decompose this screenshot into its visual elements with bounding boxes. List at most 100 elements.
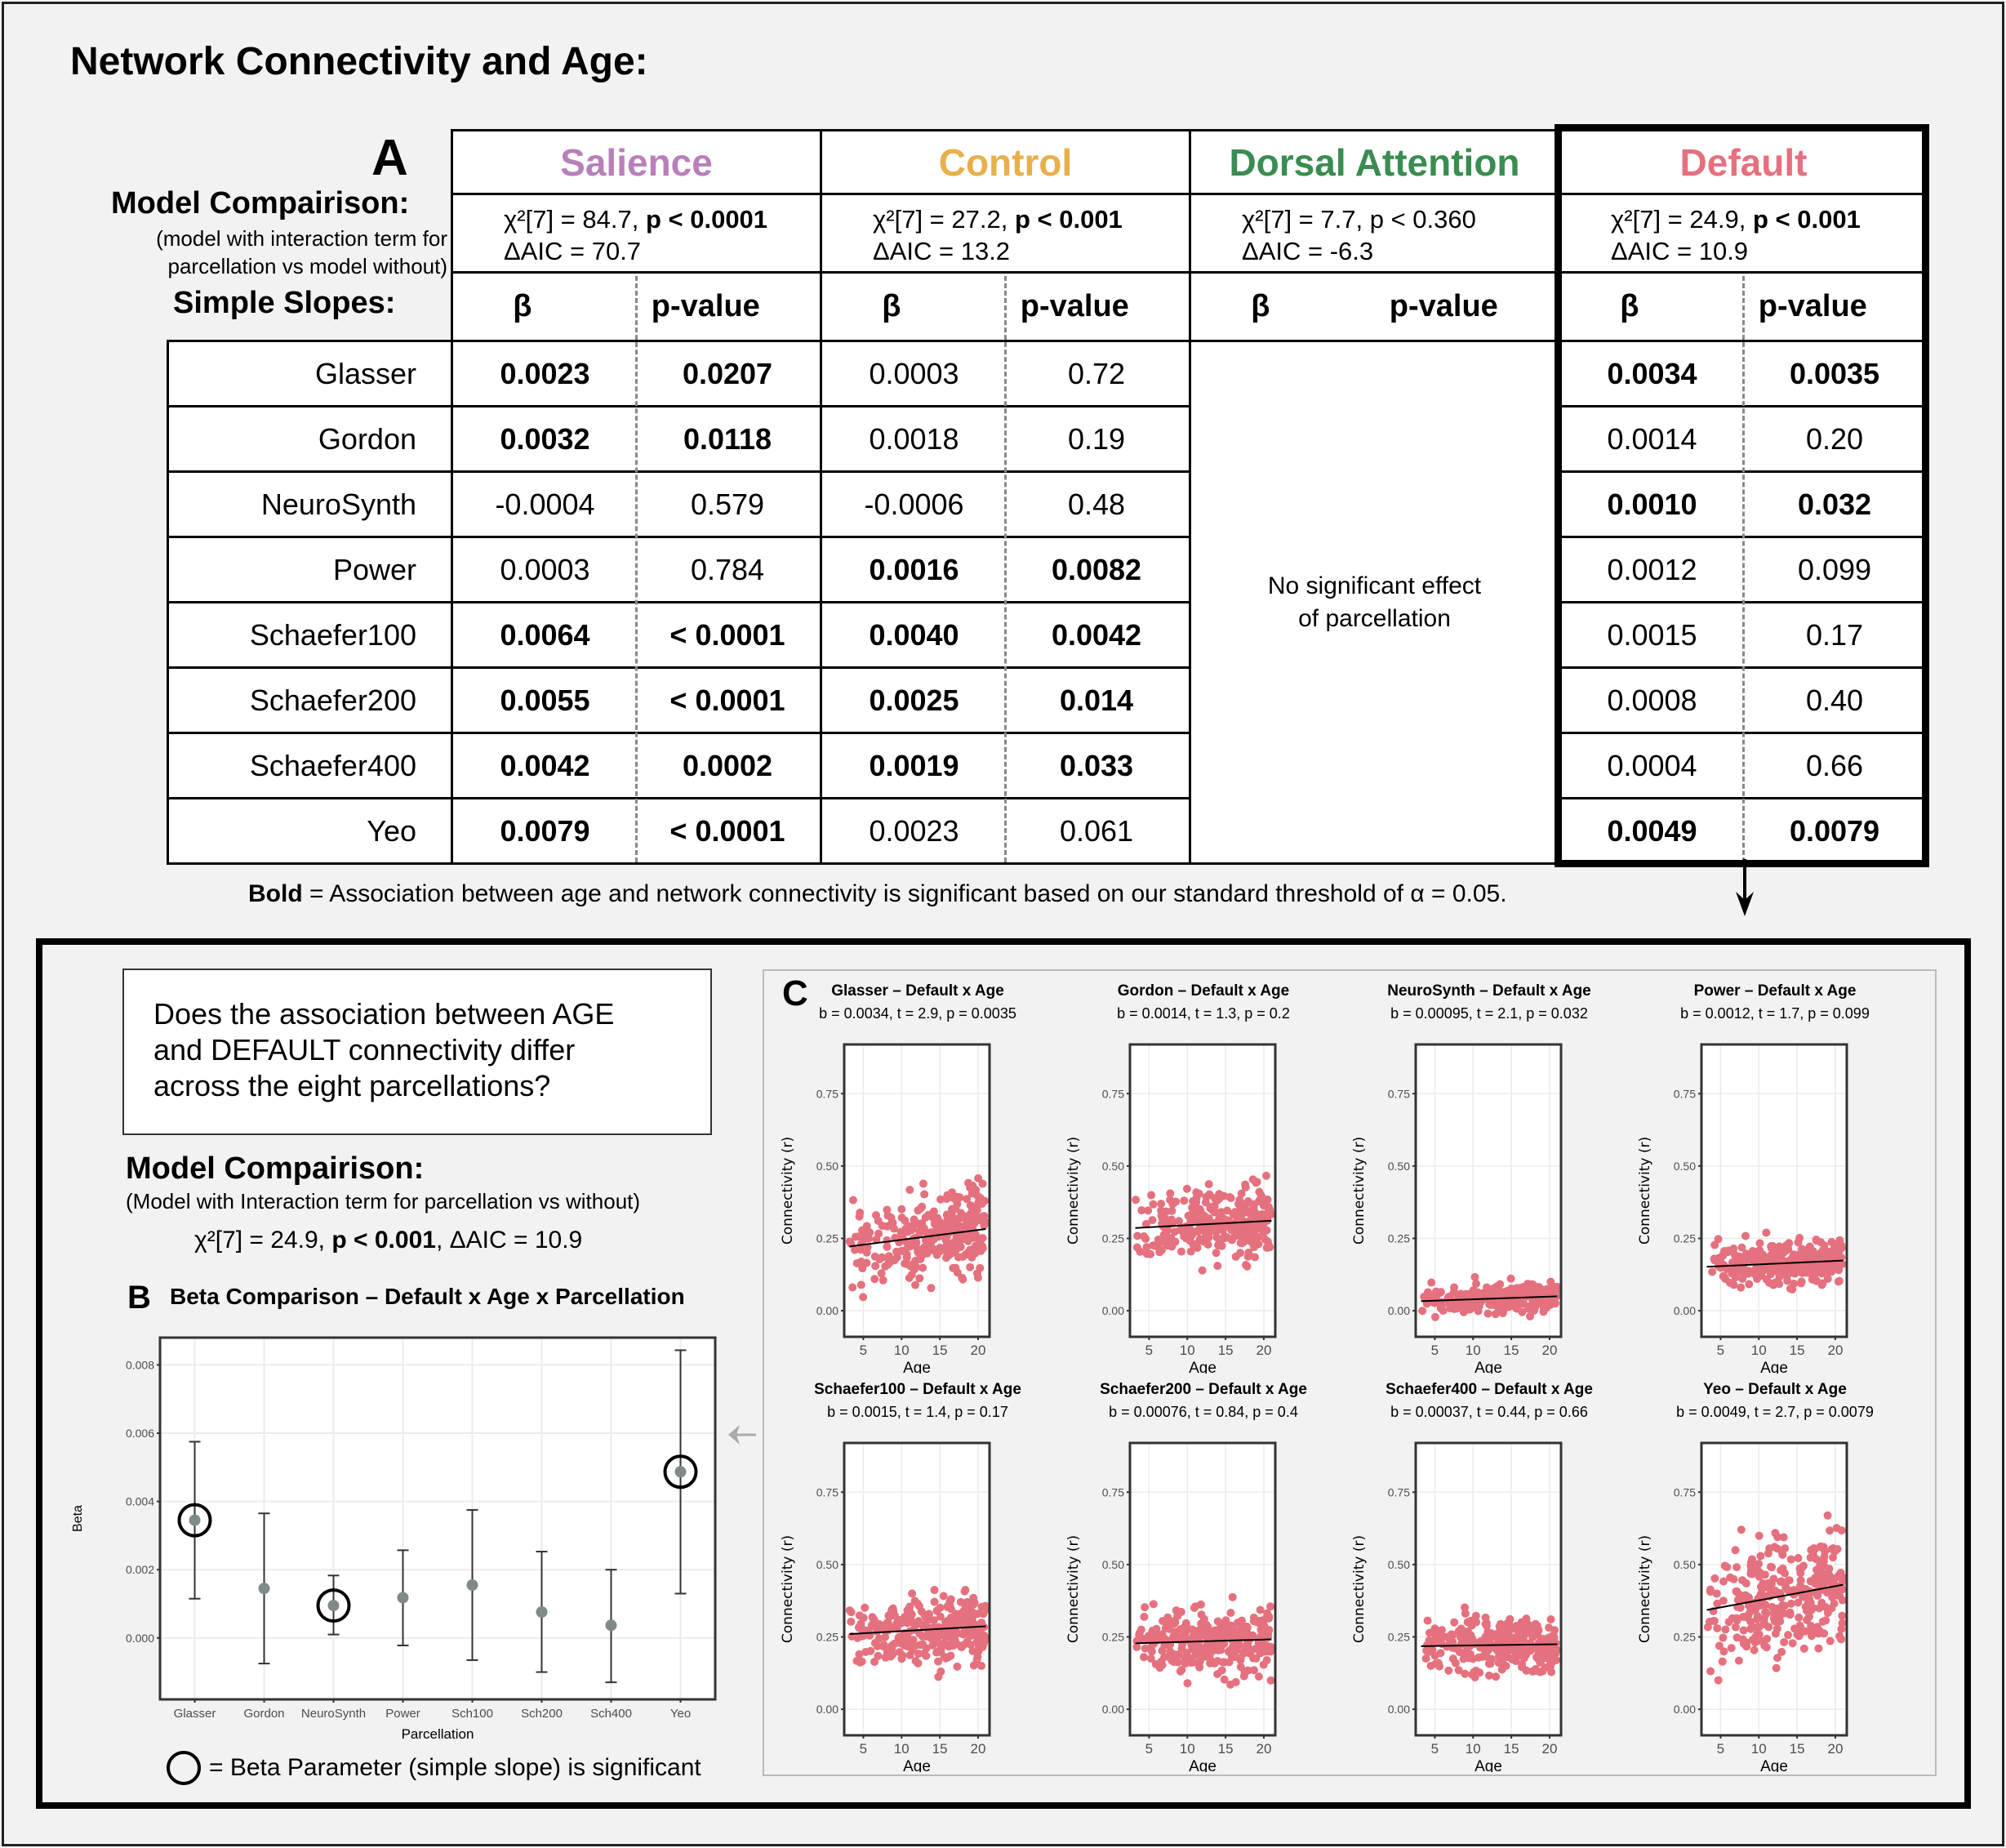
x-axis-label: Age — [1760, 1360, 1788, 1374]
data-point — [848, 1196, 857, 1205]
data-point — [1256, 1605, 1265, 1614]
data-point — [1236, 1655, 1245, 1664]
row-label-yeo: Yeo — [167, 797, 453, 865]
data-point — [1478, 1295, 1487, 1304]
data-point — [1786, 1599, 1795, 1608]
scatter-plot-6: Schaefer400 – Default x Age b = 0.00037, … — [1351, 1381, 1593, 1772]
data-point — [859, 1259, 868, 1268]
model-p-value: p < 0.001 — [1014, 205, 1123, 234]
data-point — [856, 1280, 865, 1289]
beta-value: 0.0079 — [451, 797, 637, 865]
data-point — [1708, 1267, 1717, 1276]
data-point — [1721, 1625, 1730, 1634]
data-point — [1422, 1646, 1431, 1655]
data-point — [870, 1658, 879, 1667]
data-point — [1552, 1656, 1561, 1665]
data-point — [1766, 1251, 1775, 1260]
network-title-salience: Salience — [451, 129, 822, 195]
data-point — [1731, 1546, 1740, 1555]
data-point — [1808, 1262, 1817, 1271]
beta-value: 0.0016 — [820, 536, 1006, 603]
data-point — [855, 1212, 864, 1221]
data-point — [1139, 1653, 1148, 1662]
chi-square: χ²[7] = 27.2, — [873, 205, 1015, 234]
data-point — [1262, 1243, 1271, 1252]
x-tick-label: 15 — [932, 1741, 948, 1757]
data-point — [1505, 1619, 1514, 1628]
data-point — [1488, 1642, 1497, 1651]
data-point — [1772, 1663, 1781, 1672]
data-point — [1196, 1600, 1205, 1609]
data-point — [966, 1262, 975, 1271]
data-point — [1501, 1289, 1510, 1298]
x-tick-label: 20 — [1256, 1741, 1271, 1757]
x-tick-label: 10 — [1751, 1741, 1767, 1757]
data-point — [1517, 1618, 1526, 1627]
data-point — [1155, 1248, 1164, 1257]
y-tick-label: 0.25 — [1102, 1231, 1124, 1245]
data-point — [980, 1211, 989, 1220]
data-point — [1779, 1533, 1788, 1542]
data-point — [1469, 1640, 1478, 1649]
data-point — [850, 1245, 859, 1254]
column-header-2: β p-value — [1189, 271, 1560, 342]
y-tick-label: 0.25 — [1388, 1630, 1410, 1643]
regression-line — [1135, 1638, 1272, 1645]
beta-value: 0.0025 — [820, 666, 1006, 734]
data-point — [979, 1640, 988, 1649]
data-point — [942, 1195, 951, 1204]
chi-square: χ²[7] = 24.9, — [1611, 205, 1753, 234]
y-tick-label: 0.006 — [126, 1427, 154, 1440]
y-axis-label: Connectivity (r) — [1351, 1137, 1368, 1245]
data-point — [1823, 1274, 1832, 1283]
data-point — [902, 1250, 911, 1259]
data-point — [1546, 1662, 1555, 1671]
data-point — [1253, 1644, 1262, 1653]
subplot-title: Glasser – Default x Age — [831, 982, 1004, 1000]
data-point — [974, 1173, 983, 1182]
data-point — [1223, 1206, 1232, 1215]
beta-value: -0.0004 — [451, 470, 637, 538]
data-point — [1741, 1231, 1750, 1240]
data-point — [932, 1606, 941, 1615]
x-tick-label: 15 — [1218, 1741, 1234, 1757]
p-value: 0.40 — [1742, 666, 1929, 734]
data-point — [963, 1619, 972, 1628]
data-point — [1230, 1639, 1239, 1648]
data-point — [1550, 1626, 1559, 1635]
data-point — [868, 1622, 877, 1631]
model-stats-3: χ²[7] = 24.9, p < 0.001 ΔAIC = 10.9 — [1558, 193, 1929, 274]
data-point — [969, 1661, 978, 1670]
data-point — [1160, 1223, 1169, 1232]
data-point — [916, 1254, 925, 1263]
data-point — [883, 1645, 892, 1654]
data-point — [1260, 1647, 1269, 1656]
regression-line — [1421, 1643, 1558, 1647]
data-point — [1231, 1677, 1240, 1686]
data-point — [1829, 1553, 1838, 1562]
data-point — [978, 1179, 987, 1188]
data-point — [1141, 1603, 1150, 1612]
data-point — [1227, 1652, 1236, 1661]
data-point — [1514, 1301, 1523, 1310]
data-point — [1712, 1589, 1721, 1598]
beta-value: 0.0018 — [820, 405, 1006, 473]
beta-value: 0.0019 — [820, 732, 1006, 799]
data-point — [1202, 1192, 1211, 1201]
y-tick-label: 0.75 — [1102, 1485, 1124, 1498]
model-p-value: p < 0.0001 — [645, 205, 768, 234]
data-point — [1458, 1630, 1467, 1639]
data-point — [896, 1619, 905, 1628]
data-point — [1527, 1280, 1536, 1289]
y-tick-label: 0.00 — [1102, 1703, 1124, 1716]
data-point — [1550, 1297, 1559, 1306]
data-point — [1783, 1276, 1792, 1285]
data-point — [1185, 1236, 1194, 1245]
subplot-title: NeuroSynth – Default x Age — [1387, 982, 1591, 1000]
data-point — [1753, 1249, 1762, 1258]
data-point — [1543, 1638, 1552, 1647]
data-point — [905, 1186, 914, 1195]
data-point — [1744, 1601, 1753, 1610]
scatter-plot-4: Schaefer100 – Default x Age b = 0.0015, t… — [780, 1381, 1021, 1772]
data-point — [1731, 1623, 1740, 1632]
